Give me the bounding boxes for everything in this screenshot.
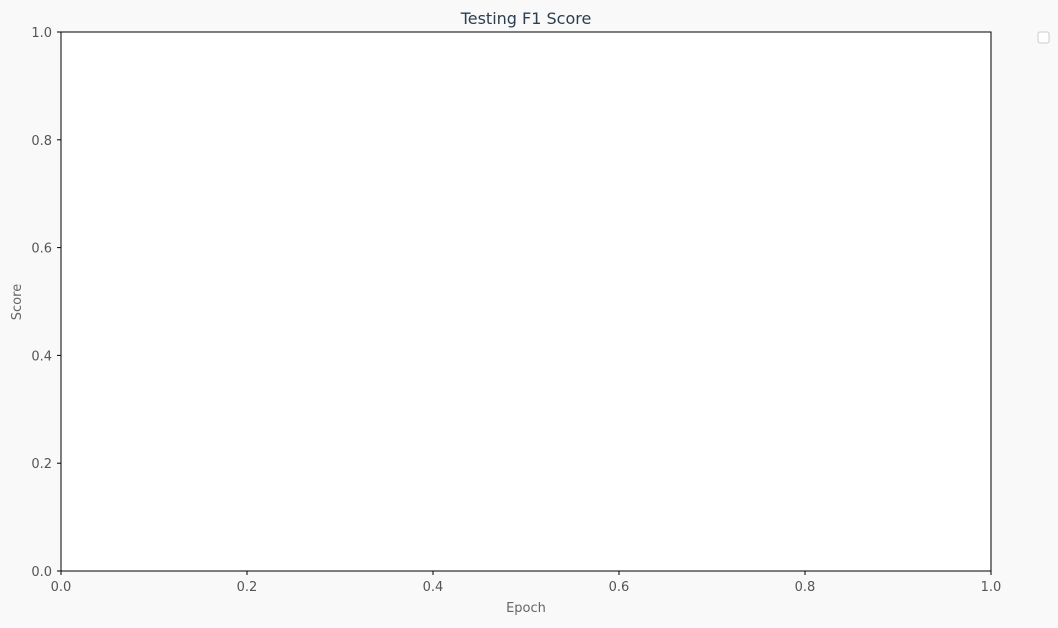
x-tick-label: 0.4 bbox=[423, 580, 444, 595]
plot-border bbox=[60, 31, 992, 572]
y-tick-label: 0.8 bbox=[31, 134, 52, 149]
x-tick-label: 1.0 bbox=[981, 580, 1002, 595]
x-tick-label: 0.8 bbox=[795, 580, 816, 595]
axis-ticks: 0.0 0.2 0.4 0.6 0.8 1.0 0.0 0.2 0.4 0.6 0.8 1.0 bbox=[31, 26, 1001, 595]
x-tick-label: 0.0 bbox=[51, 580, 72, 595]
y-tick-label: 0.6 bbox=[31, 242, 52, 257]
y-tick-label: 0.0 bbox=[31, 565, 52, 580]
y-axis-label: Score bbox=[10, 284, 25, 320]
legend-box bbox=[1037, 31, 1050, 44]
chart-title: Testing F1 Score bbox=[460, 9, 592, 28]
x-tick-label: 0.2 bbox=[237, 580, 258, 595]
y-tick-label: 1.0 bbox=[31, 26, 52, 41]
y-tick-label: 0.2 bbox=[31, 457, 52, 472]
x-tick-label: 0.6 bbox=[609, 580, 630, 595]
x-axis-label: Epoch bbox=[506, 601, 546, 616]
y-tick-label: 0.4 bbox=[31, 349, 52, 364]
